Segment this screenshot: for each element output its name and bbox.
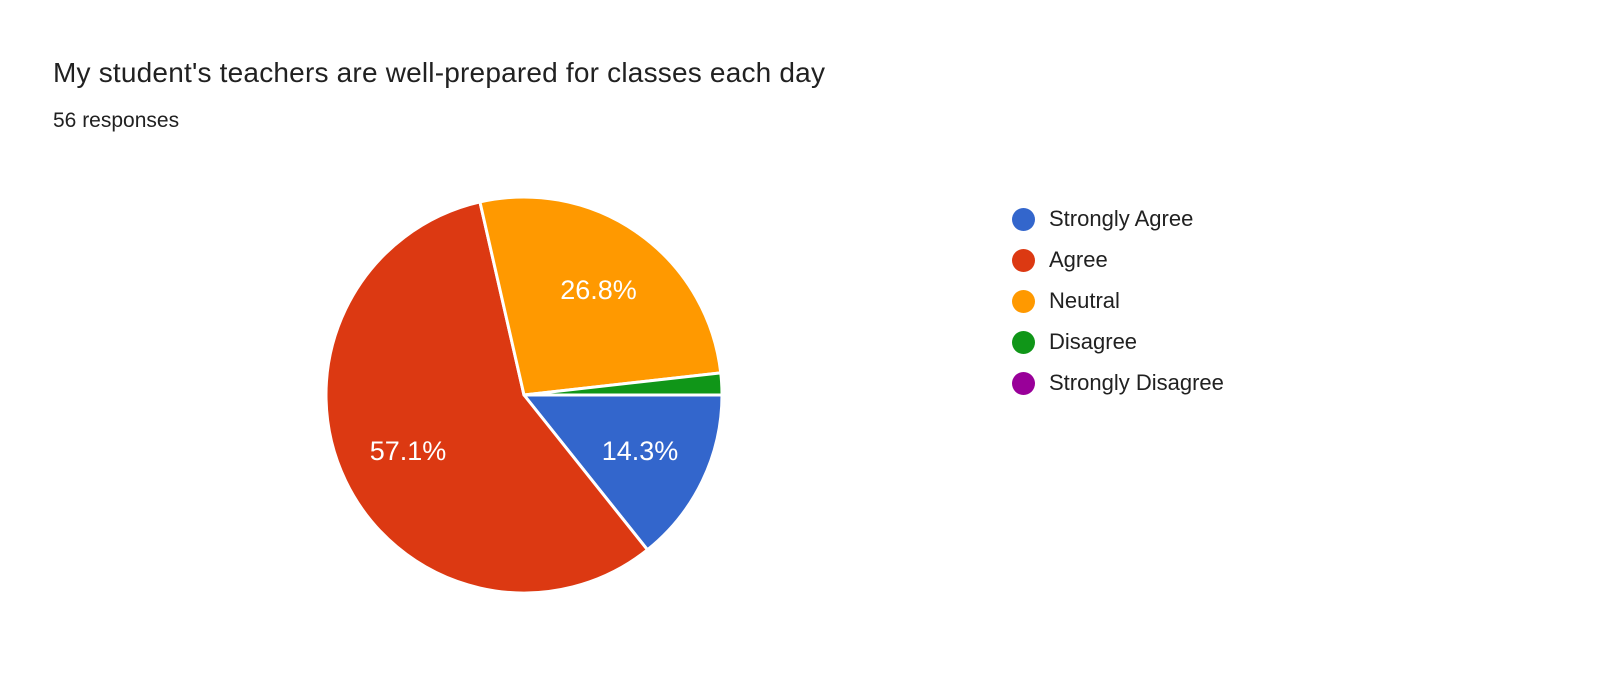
legend-label-neutral: Neutral [1049,288,1120,313]
legend-swatch-agree [1012,248,1035,272]
legend-swatch-neutral [1012,289,1035,313]
pie-slice-disagree[interactable] [522,371,724,397]
legend-swatch-strongly-disagree [1012,371,1035,395]
legend-label-disagree: Disagree [1049,329,1138,354]
legend-item-strongly-agree: Strongly Agree [1012,205,1224,233]
pie-slice-neutral[interactable] [478,195,723,397]
response-count: 56 responses [53,109,180,132]
question-title: My student's teachers are well-prepared … [53,57,826,88]
pie-slice-label-neutral: 26.8% [560,275,637,305]
legend-label-agree: Agree [1049,247,1108,272]
pie-slice-agree[interactable] [324,200,649,595]
legend-label-strongly-agree: Strongly Agree [1049,206,1194,231]
legend-swatch-strongly-agree [1012,207,1035,231]
pie-slice-strongly-agree[interactable] [522,393,724,552]
legend-item-neutral: Neutral [1012,287,1224,315]
legend-label-strongly-disagree: Strongly Disagree [1049,370,1224,395]
pie-slice-label-agree: 57.1% [370,436,447,466]
chart-legend: Strongly Agree Agree Neutral Disagree Strong… [1012,205,1224,410]
legend-item-disagree: Disagree [1012,328,1224,356]
legend-item-agree: Agree [1012,246,1224,274]
legend-item-strongly-disagree: Strongly Disagree [1012,369,1224,397]
pie-slice-label-strongly-agree: 14.3% [602,436,679,466]
legend-swatch-disagree [1012,330,1035,354]
